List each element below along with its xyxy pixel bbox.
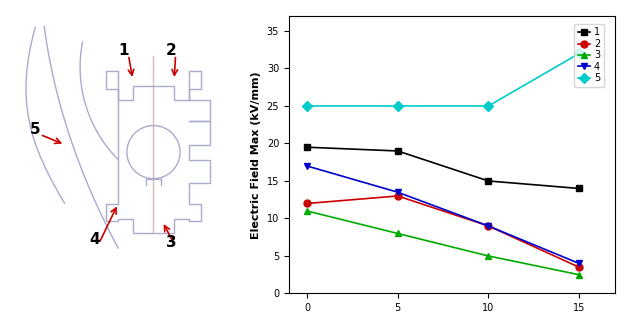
5 <box>485 104 492 108</box>
Line: 4: 4 <box>303 162 583 267</box>
5 <box>575 52 583 56</box>
5 <box>394 104 401 108</box>
4 <box>394 190 401 194</box>
5 <box>303 104 311 108</box>
3 <box>394 232 401 235</box>
Line: 2: 2 <box>303 192 583 271</box>
Line: 1: 1 <box>303 144 583 192</box>
4 <box>485 224 492 228</box>
1 <box>303 145 311 149</box>
2 <box>303 202 311 205</box>
Line: 5: 5 <box>303 50 583 109</box>
Line: 3: 3 <box>303 207 583 278</box>
Legend: 1, 2, 3, 4, 5: 1, 2, 3, 4, 5 <box>575 24 604 87</box>
Text: 4: 4 <box>89 232 100 247</box>
4 <box>303 164 311 168</box>
1 <box>575 187 583 190</box>
2 <box>394 194 401 198</box>
2 <box>575 265 583 269</box>
Text: 3: 3 <box>166 235 176 250</box>
4 <box>575 262 583 265</box>
Text: 5: 5 <box>30 122 41 137</box>
1 <box>394 149 401 153</box>
Text: 2: 2 <box>166 43 176 58</box>
2 <box>485 224 492 228</box>
3 <box>575 273 583 277</box>
Y-axis label: Electric Field Max (kV/mm): Electric Field Max (kV/mm) <box>251 71 261 239</box>
3 <box>485 254 492 258</box>
1 <box>485 179 492 183</box>
3 <box>303 209 311 213</box>
Text: 1: 1 <box>119 43 129 58</box>
